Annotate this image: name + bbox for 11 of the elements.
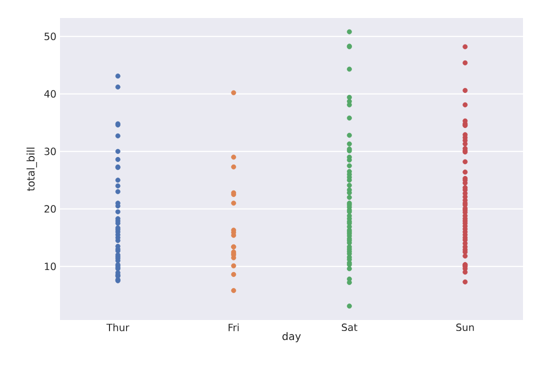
x-tick-label: Sun — [456, 324, 474, 332]
y-axis-title: total_bill — [26, 148, 37, 191]
x-tick-label: Thur — [106, 324, 130, 332]
x-axis-title: day — [282, 332, 301, 342]
y-tick-label: 50 — [44, 32, 56, 40]
x-tick-label: Sat — [342, 324, 358, 332]
y-tick-label: 10 — [44, 262, 56, 270]
y-tick-label: 30 — [44, 148, 56, 156]
y-tick-label: 20 — [44, 205, 56, 213]
y-tick-label: 40 — [44, 90, 56, 98]
x-tick-label: Fri — [228, 324, 239, 332]
